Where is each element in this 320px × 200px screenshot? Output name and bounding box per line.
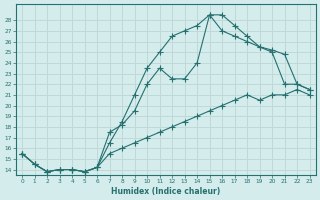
X-axis label: Humidex (Indice chaleur): Humidex (Indice chaleur): [111, 187, 220, 196]
